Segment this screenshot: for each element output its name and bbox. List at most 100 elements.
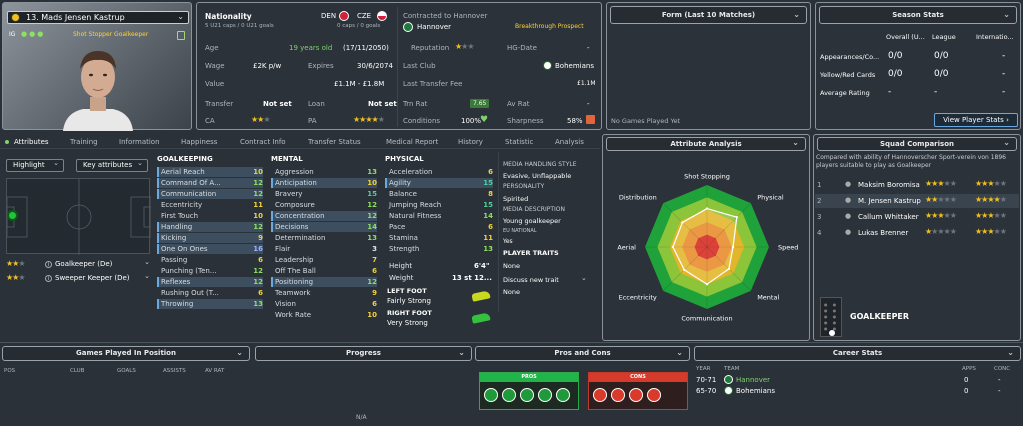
analysis-header[interactable]: Attribute Analysis ⌄	[606, 137, 806, 151]
last-club-value[interactable]: Bohemians	[555, 62, 594, 70]
season-cell: -	[1002, 51, 1006, 61]
career-panel: Career Stats ⌄ YEAR TEAM APPS CONC 70-71…	[694, 346, 1021, 424]
attr-command-of-area[interactable]: Command Of A... 12	[157, 178, 263, 188]
tab-analysis[interactable]: Analysis	[555, 138, 584, 146]
attr-eccentricity[interactable]: Eccentricity 11	[161, 201, 263, 209]
info-icon[interactable]: i	[45, 261, 52, 268]
season-header[interactable]: Season Stats ⌄	[819, 6, 1017, 24]
club-name[interactable]: Hannover	[417, 23, 452, 31]
eu-label: EU NATIONAL	[503, 228, 537, 234]
attr-anticipation[interactable]: Anticipation 10	[271, 178, 377, 188]
attr-kicking[interactable]: Kicking 9	[157, 233, 263, 243]
career-header[interactable]: Career Stats ⌄	[694, 346, 1021, 361]
attr-acceleration[interactable]: Acceleration 6	[389, 168, 493, 176]
games-col-club: CLUB	[70, 368, 85, 374]
ig-label: IG	[9, 31, 16, 38]
season-cell: 0/0	[934, 51, 949, 61]
pro-trait-icon[interactable]	[556, 388, 570, 402]
traits-label: PLAYER TRAITS	[503, 249, 559, 257]
tab-contract-info[interactable]: Contract Info	[240, 138, 286, 146]
info-icon[interactable]: i	[45, 275, 52, 282]
attr-aerial-reach[interactable]: Aerial Reach 10	[157, 167, 263, 177]
attr-teamwork[interactable]: Teamwork 9	[275, 289, 377, 297]
tab-information[interactable]: Information	[119, 138, 160, 146]
attr-punching[interactable]: Punching (Ten... 12	[161, 267, 263, 275]
attr-rushing-out[interactable]: Rushing Out (T... 6	[161, 289, 263, 297]
position-label: Sweeper Keeper (De)	[55, 274, 130, 282]
attr-first-touch[interactable]: First Touch 10	[161, 212, 263, 220]
attr-flair[interactable]: Flair 3	[275, 245, 377, 253]
tab-attributes[interactable]: Attributes	[14, 138, 49, 146]
squad-row[interactable]: 1 ● Maksim Boromisa ★★★★★ ★★★★★	[815, 178, 1019, 192]
squad-row[interactable]: 4 ● Lukas Brenner ★★★★★ ★★★★★	[815, 226, 1019, 240]
attr-leadership[interactable]: Leadership 7	[275, 256, 377, 264]
career-team[interactable]: Bohemians	[736, 387, 775, 395]
attr-throwing[interactable]: Throwing 13	[157, 299, 263, 309]
con-trait-icon[interactable]	[629, 388, 643, 402]
attr-pace[interactable]: Pace 6	[389, 223, 493, 231]
pro-trait-icon[interactable]	[520, 388, 534, 402]
attr-passing[interactable]: Passing 6	[161, 256, 263, 264]
attr-vision[interactable]: Vision 6	[275, 300, 377, 308]
radar-point	[671, 245, 675, 249]
tab-medical-report[interactable]: Medical Report	[386, 138, 439, 146]
attr-stamina[interactable]: Stamina 11	[389, 234, 493, 242]
weight-label: Weight	[389, 274, 414, 282]
season-cell: 0/0	[888, 51, 903, 61]
games-header[interactable]: Games Played In Position ⌄	[2, 346, 250, 361]
attr-composure[interactable]: Composure 12	[275, 201, 377, 209]
squad-row[interactable]: 2 ● M. Jensen Kastrup ★★★★★ ★★★★★	[815, 194, 1019, 208]
career-col-conc: CONC	[994, 366, 1011, 372]
av-label: Av Rat	[507, 100, 530, 108]
squad-header[interactable]: Squad Comparison ⌄	[817, 137, 1017, 151]
attr-aggression[interactable]: Aggression 13	[275, 168, 377, 176]
con-trait-icon[interactable]	[647, 388, 661, 402]
progress-panel: Progress ⌄ N/A	[255, 346, 472, 424]
tab-happiness[interactable]: Happiness	[181, 138, 218, 146]
attr-reflexes[interactable]: Reflexes 12	[157, 277, 263, 287]
attr-handling[interactable]: Handling 12	[157, 222, 263, 232]
view-player-stats-button[interactable]: View Player Stats ›	[934, 113, 1018, 127]
proscons-header[interactable]: Pros and Cons ⌄	[475, 346, 690, 361]
con-trait-icon[interactable]	[611, 388, 625, 402]
attr-communication[interactable]: Communication 12	[157, 189, 263, 199]
squad-row[interactable]: 3 ● Callum Whittaker ★★★★★ ★★★★★	[815, 210, 1019, 224]
career-year: 70-71	[696, 376, 717, 384]
attr-work-rate[interactable]: Work Rate 10	[275, 311, 377, 319]
key-attributes-dropdown[interactable]: Key attributes ⌄	[76, 159, 148, 172]
attr-decisions[interactable]: Decisions 14	[271, 222, 377, 232]
attr-natural-fitness[interactable]: Natural Fitness 14	[389, 212, 493, 220]
discuss-trait-dropdown[interactable]: Discuss new trait	[503, 276, 559, 284]
career-team[interactable]: Hannover	[736, 376, 771, 384]
chevron-down-icon[interactable]: ⌄	[144, 258, 150, 266]
tab-transfer-status[interactable]: Transfer Status	[308, 138, 361, 146]
tab-statistic[interactable]: Statistic	[505, 138, 534, 146]
attr-concentration[interactable]: Concentration 12	[271, 211, 377, 221]
tab-history[interactable]: History	[458, 138, 483, 146]
attr-off-the-ball[interactable]: Off The Ball 6	[275, 267, 377, 275]
attr-strength[interactable]: Strength 13	[389, 245, 493, 253]
attr-agility[interactable]: Agility 15	[385, 178, 493, 188]
attr-one-on-ones[interactable]: One On Ones 16	[157, 244, 263, 254]
attr-balance[interactable]: Balance 8	[389, 190, 493, 198]
radar-label: Aerial	[617, 244, 636, 252]
attr-jumping-reach[interactable]: Jumping Reach 15	[389, 201, 493, 209]
attr-determination[interactable]: Determination 13	[275, 234, 377, 242]
tab-training[interactable]: Training	[70, 138, 98, 146]
player-name-dropdown[interactable]: 13. Mads Jensen Kastrup ⌄	[7, 11, 189, 24]
chevron-down-icon[interactable]: ⌄	[144, 272, 150, 280]
attr-positioning[interactable]: Positioning 12	[271, 277, 377, 287]
pro-trait-icon[interactable]	[484, 388, 498, 402]
pro-trait-icon[interactable]	[538, 388, 552, 402]
attr-bravery[interactable]: Bravery 15	[275, 190, 377, 198]
ca-stars: ★★★	[251, 115, 271, 124]
mental-title: MENTAL	[271, 155, 303, 163]
chevron-down-icon[interactable]: ⌄	[581, 274, 587, 282]
season-title: Season Stats	[892, 11, 944, 19]
pro-trait-icon[interactable]	[502, 388, 516, 402]
progress-header[interactable]: Progress ⌄	[255, 346, 472, 361]
career-title: Career Stats	[832, 349, 883, 357]
highlight-dropdown[interactable]: Highlight ⌄	[6, 159, 64, 172]
con-trait-icon[interactable]	[593, 388, 607, 402]
form-header[interactable]: Form (Last 10 Matches) ⌄	[610, 6, 807, 24]
